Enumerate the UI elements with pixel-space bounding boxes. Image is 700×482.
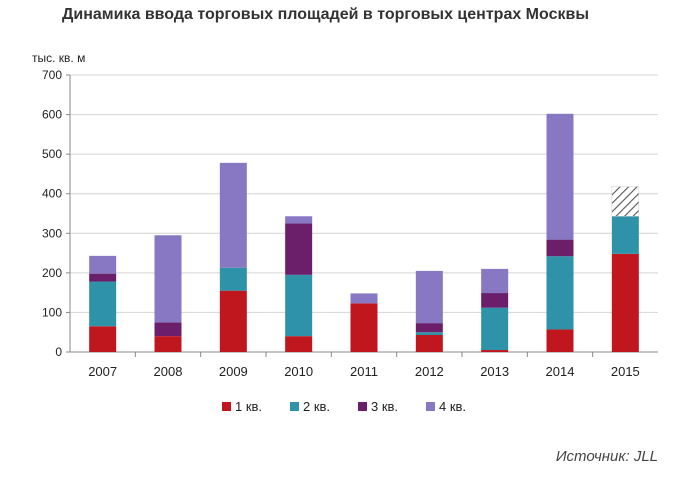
bar-segment <box>415 334 443 352</box>
legend-swatch <box>426 402 435 411</box>
bar-segment <box>481 293 509 308</box>
bar-segment <box>611 216 639 254</box>
legend-swatch <box>290 402 299 411</box>
bar-segment <box>154 322 182 337</box>
legend-label: 2 кв. <box>303 399 330 414</box>
x-axis-ticks: 2007 2008 2009 2010 2011 2012 2013 2014 2015 <box>88 352 640 379</box>
bars <box>89 113 640 352</box>
bar-segment <box>285 223 313 275</box>
y-tick-label: 300 <box>42 226 62 240</box>
bar-segment <box>285 274 313 337</box>
bar-segment <box>481 350 509 352</box>
legend-label: 4 кв. <box>439 399 466 414</box>
bar-segment <box>611 253 639 352</box>
y-tick-label: 500 <box>42 147 62 161</box>
x-tick-label: 2011 <box>350 364 378 379</box>
legend-label: 1 кв. <box>235 399 262 414</box>
x-tick-label: 2015 <box>611 364 640 379</box>
bar-segment <box>89 273 117 282</box>
y-tick-label: 100 <box>42 305 62 319</box>
bar-segment <box>154 235 182 323</box>
bar-segment <box>154 336 182 352</box>
bar-segment <box>285 336 313 352</box>
bar-segment <box>546 329 574 352</box>
bar-segment <box>89 255 117 274</box>
chart-title: Динамика ввода торговых площадей в торго… <box>62 6 589 23</box>
bar-segment <box>89 281 117 327</box>
bar-segment <box>546 256 574 330</box>
x-tick-label: 2013 <box>480 364 509 379</box>
bar-segment <box>415 332 443 335</box>
bar-segment <box>219 290 247 352</box>
y-tick-label: 400 <box>42 187 62 201</box>
x-tick-label: 2009 <box>219 364 248 379</box>
y-tick-label: 200 <box>42 266 62 280</box>
legend-label: 3 кв. <box>371 399 398 414</box>
y-tick-label: 0 <box>55 345 62 359</box>
y-axis-label: тыс. кв. м <box>32 51 85 65</box>
x-tick-label: 2008 <box>154 364 183 379</box>
bar-segment <box>415 270 443 324</box>
legend-swatch <box>358 402 367 411</box>
bar-segment <box>350 293 378 304</box>
forecast-bar-segment <box>611 186 640 217</box>
x-tick-label: 2012 <box>415 364 444 379</box>
x-tick-label: 2010 <box>284 364 313 379</box>
bar-segment <box>546 239 574 257</box>
x-tick-label: 2007 <box>88 364 117 379</box>
bar-segment <box>481 307 509 351</box>
bar-segment <box>89 326 117 352</box>
bar-segment <box>415 323 443 333</box>
legend-swatch <box>222 402 231 411</box>
x-tick-label: 2014 <box>546 364 575 379</box>
source-note: Источник: JLL <box>555 448 658 465</box>
bar-segment <box>285 216 313 224</box>
bar-segment <box>546 113 574 240</box>
bar-segment <box>350 303 378 352</box>
y-tick-label: 700 <box>42 68 62 82</box>
y-tick-label: 600 <box>42 108 62 122</box>
legend: 1 кв. 2 кв. 3 кв. 4 кв. <box>222 399 466 414</box>
bar-segment <box>219 267 247 291</box>
bar-segment <box>481 268 509 294</box>
bar-segment <box>219 162 247 268</box>
